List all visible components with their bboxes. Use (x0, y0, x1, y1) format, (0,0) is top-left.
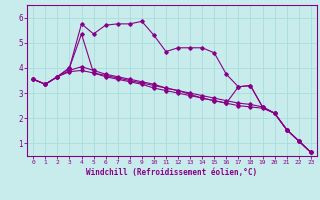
X-axis label: Windchill (Refroidissement éolien,°C): Windchill (Refroidissement éolien,°C) (86, 168, 258, 177)
